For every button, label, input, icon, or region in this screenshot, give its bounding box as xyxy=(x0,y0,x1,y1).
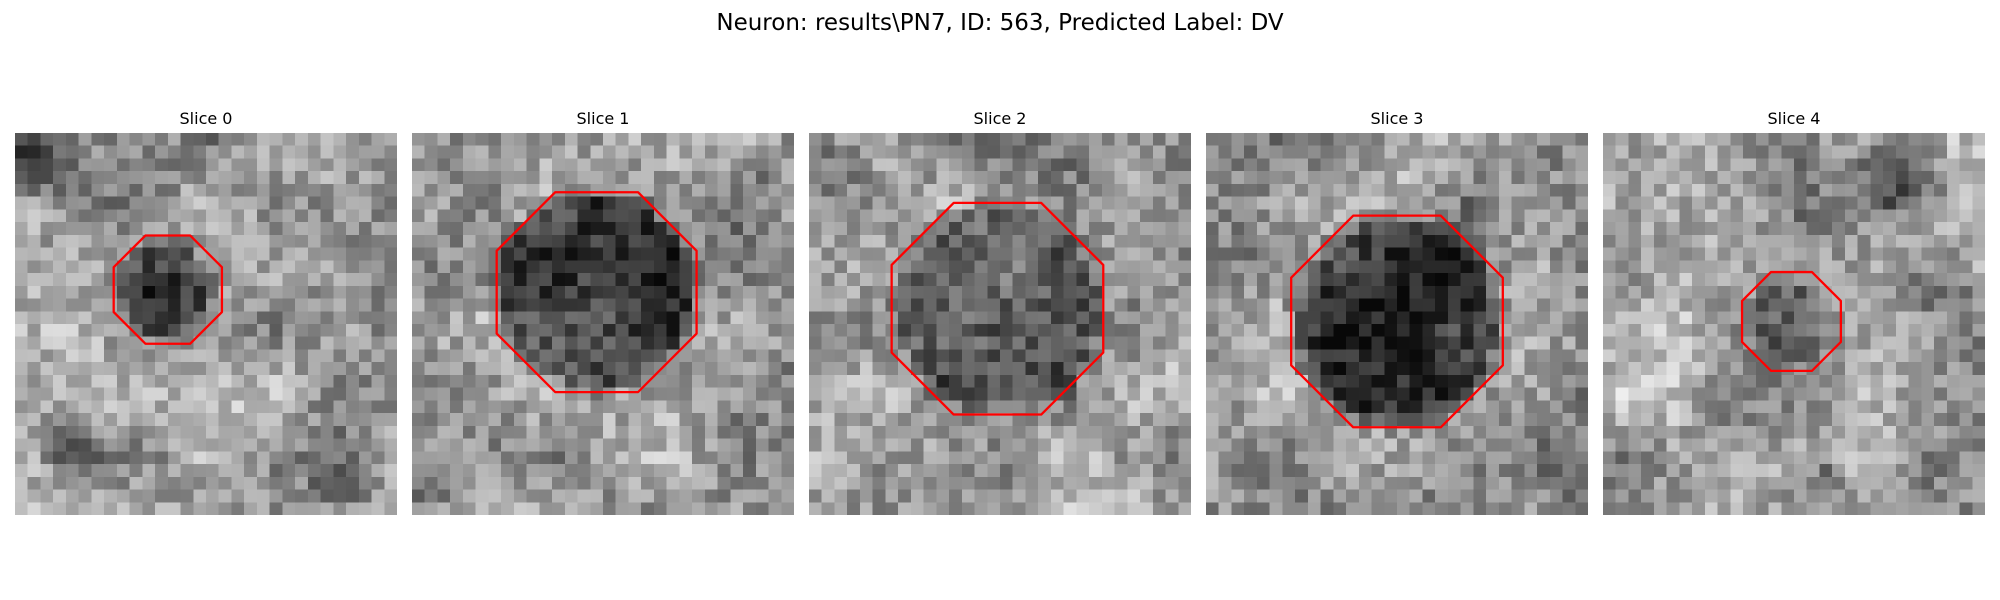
slice-image-3 xyxy=(1206,133,1588,515)
slice-image-4 xyxy=(1603,133,1985,515)
slice-panel-1: Slice 1 xyxy=(412,105,794,515)
slice-title-2: Slice 2 xyxy=(973,109,1027,128)
pixel-grid xyxy=(412,133,794,515)
slice-panel-3: Slice 3 xyxy=(1206,105,1588,515)
slice-title-4: Slice 4 xyxy=(1767,109,1821,128)
slice-panel-4: Slice 4 xyxy=(1603,105,1985,515)
pixel-grid xyxy=(1603,133,1985,515)
figure-title: Neuron: results\PN7, ID: 563, Predicted … xyxy=(716,10,1284,36)
segmentation-contour xyxy=(495,191,698,394)
slice-panel-2: Slice 2 xyxy=(809,105,1191,515)
segmentation-contour xyxy=(112,234,224,345)
slice-panel-0: Slice 0 xyxy=(15,105,397,515)
pixel-grid xyxy=(809,133,1191,515)
slice-image-0 xyxy=(15,133,397,515)
segmentation-contour xyxy=(1290,214,1504,429)
slice-title-0: Slice 0 xyxy=(179,109,233,128)
pixel-grid xyxy=(1206,133,1588,515)
pixel-grid xyxy=(15,133,397,515)
slice-image-2 xyxy=(809,133,1191,515)
slice-title-1: Slice 1 xyxy=(576,109,630,128)
segmentation-contour xyxy=(1740,270,1843,373)
segmentation-contour xyxy=(890,201,1105,416)
slice-title-3: Slice 3 xyxy=(1370,109,1424,128)
slice-image-1 xyxy=(412,133,794,515)
